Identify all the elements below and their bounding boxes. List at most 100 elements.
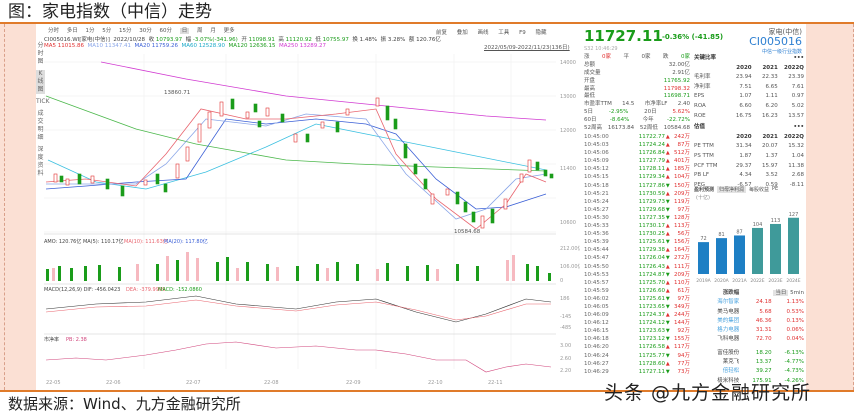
up-arrow-icon: ▲ [665,158,670,165]
mover-price: 175.91 [752,377,772,384]
movers-tab-today[interactable]: 当日 [773,290,789,296]
period-tab-more[interactable]: 更多 [223,28,235,34]
key-ratios-more[interactable]: ••• [793,55,804,61]
tick-time: 10:45:53 [584,271,609,278]
svg-text:87: 87 [736,229,742,235]
mover-name[interactable]: 极米科技 [717,377,740,384]
period-tab-day[interactable]: 日 [179,28,190,34]
stat-row-60d-ytd: 60日 -8.64% 今年 -22.72% [584,117,690,124]
pb-value: PB: 2.38 [66,337,87,343]
tick-row: 10:45:24 11729.73 ▼ 119万 [582,198,692,206]
down-arrow-icon: ▼ [665,198,670,205]
mover-row[interactable]: 倍轻松 39.27 -4.73% [694,367,804,376]
valuation-more[interactable]: ••• [793,124,804,131]
period-tab-intraday[interactable]: 分时 [48,28,60,34]
tick-row: 10:46:27 11728.60 ▲ 77万 [582,360,692,368]
period-tab-30min[interactable]: 30分 [139,28,152,34]
hide-button[interactable]: 隐藏 [535,30,547,36]
period-tab-1min[interactable]: 1分 [85,28,95,34]
svg-text:2.60: 2.60 [560,356,571,362]
up-arrow-icon: ▲ [665,223,670,230]
tick-row: 10:46:18 11723.12 ▼ 155万 [582,335,692,343]
tick-time: 10:45:33 [584,223,609,230]
side-tab-intraday[interactable]: 分时图 [37,42,44,65]
overlay-button[interactable]: 叠加 [456,30,468,36]
mover-name[interactable]: 莱克飞 [722,359,740,366]
up-arrow-icon: ▲ [665,287,670,294]
adjust-button[interactable]: 前复 [436,30,448,36]
side-tab-kline[interactable]: K线图 [36,70,45,94]
tick-row: 10:45:53 11724.87 ▼ 209万 [582,271,692,279]
tick-volume: 401万 [674,158,690,165]
tick-time: 10:45:12 [584,166,609,173]
macd-y-axis: 186 -145 -485 [560,296,571,331]
price-chart[interactable]: 14000 13000 12000 11400 10600 [36,24,580,390]
forecast-tab-pe[interactable]: PE [772,186,779,192]
mover-row[interactable]: 格力电器 31.31 0.06% [694,326,804,335]
tick-row: 10:46:02 11725.61 ▼ 97万 [582,295,692,303]
tick-price: 11723.63 [638,328,665,335]
mover-row[interactable]: 极米科技 175.91 -4.26% [694,377,804,386]
mover-name[interactable]: 富佳股份 [717,349,740,356]
tick-volume: 209万 [674,190,690,197]
tick-list[interactable]: 10:45:00 11722.77 ▲ 242万 10:45:03 11724.24 ▲ 87… [582,133,692,376]
wind-terminal-window: 分时图 K线图 TICK 成交明细 深度资料 分时 多日 1分 5分 15分 3… [36,24,806,390]
date-range-selector[interactable]: 2022/05/09-2022/11/23(136日) [484,45,570,51]
turnover-value: 1.48% [359,37,378,43]
period-tab-month[interactable]: 月 [210,28,216,34]
tick-row: 10:45:50 11726.43 ▲ 111万 [582,263,692,271]
period-tab-5min[interactable]: 5分 [102,28,112,34]
forecast-tab-eps[interactable]: 每股收益 [749,187,770,193]
tick-time: 10:45:15 [584,174,609,181]
mover-price: 24.18 [755,299,772,306]
mover-row[interactable]: 莱克飞 13.37 -4.77% [694,358,804,367]
draw-line-button[interactable]: 画线 [477,30,489,36]
mover-price: 46.36 [755,317,772,324]
right-margin [806,24,854,390]
mover-row[interactable]: 美的集团 46.36 0.13% [694,317,804,326]
tick-price: 11728.60 [638,360,665,367]
tick-time: 10:45:03 [584,142,609,149]
tick-row: 10:45:30 11727.35 ▼ 128万 [582,214,692,222]
tick-row: 10:46:20 11726.58 ▲ 117万 [582,343,692,351]
svg-text:-145: -145 [560,314,571,320]
period-tab-multiday[interactable]: 多日 [66,28,78,34]
tools-button[interactable]: 工具 [498,30,510,36]
chart-toolbar: 前复 叠加 画线 工具 F9 隐藏 [436,28,555,36]
tick-row: 10:45:21 11730.59 ▲ 209万 [582,190,692,198]
side-tab-trades[interactable]: 成交明细 [37,110,44,141]
period-tabs: 分时 多日 1分 5分 15分 30分 60分 日 周 月 更多 [48,26,241,34]
quote-time: S32 10:46:29 [584,46,618,52]
tick-time: 10:46:29 [584,368,609,375]
mover-name[interactable]: 美的集团 [717,317,740,324]
mover-name[interactable]: 飞科电器 [717,336,740,343]
tick-row: 10:45:09 11727.79 ▲ 401万 [582,157,692,165]
pb-y-axis: 3.00 2.60 2.20 [560,343,571,374]
mover-name[interactable]: 海尔智家 [717,299,740,306]
f9-button[interactable]: F9 [519,30,526,36]
tick-volume: 56万 [677,231,691,238]
side-tab-tick[interactable]: TICK [36,98,50,105]
side-tab-depth[interactable]: 深度资料 [37,146,44,177]
period-tab-week[interactable]: 周 [197,28,203,34]
mover-row[interactable]: 美马电器 5.68 0.53% [694,308,804,317]
tick-volume: 164万 [674,247,690,254]
mover-name[interactable]: 美马电器 [717,308,740,315]
tick-volume: 94万 [677,352,691,359]
tick-price: 11727.86 [638,182,665,189]
macd-dea: DEA: -379.9999 [126,287,165,293]
forecast-tab-netprofit[interactable]: 归母净利润 [717,186,747,193]
tick-volume: 111万 [674,263,690,270]
index-tag-link[interactable]: 中信一级行业指数 [761,49,802,55]
mover-row[interactable]: 飞科电器 72.70 0.04% [694,335,804,344]
mover-name[interactable]: 格力电器 [717,327,740,334]
movers-tab-5min[interactable]: 5min [790,290,805,296]
period-tab-15min[interactable]: 15分 [119,28,132,34]
low-label: 低 [315,37,321,43]
mover-row[interactable]: 富佳股份 18.20 -6.13% [694,349,804,358]
period-tab-60min[interactable]: 60分 [159,28,173,34]
tick-row: 10:46:15 11723.63 ▼ 92万 [582,327,692,335]
mover-row[interactable]: 海尔智家 24.18 1.13% [694,298,804,307]
mover-name[interactable]: 倍轻松 [722,368,740,375]
svg-text:106.00亿: 106.00亿 [560,263,580,270]
